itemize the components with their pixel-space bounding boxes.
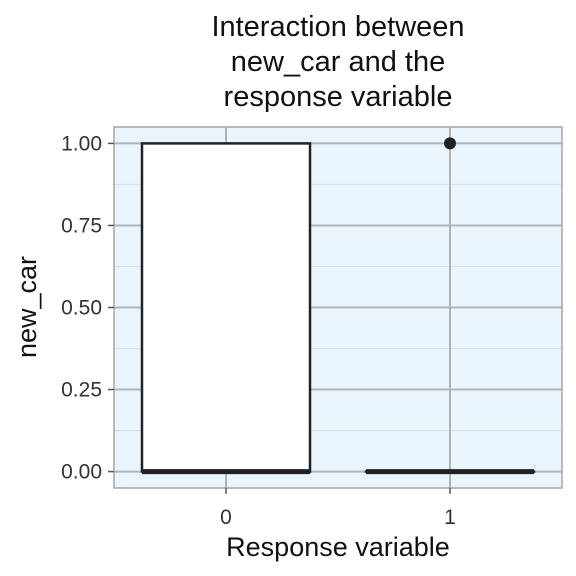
chart-title-line-1: Interaction between	[211, 11, 464, 43]
box-layer	[140, 137, 536, 475]
y-axis-ticks: 0.00 0.25 0.50 0.75 1.00	[61, 132, 114, 484]
y-axis-title: new_car	[12, 256, 42, 358]
box-body-0	[140, 142, 312, 473]
chart-title-line-2: new_car and the	[231, 46, 445, 78]
y-tick-label: 0.75	[61, 214, 102, 237]
x-tick-label: 0	[220, 506, 232, 529]
x-tick-label: 1	[444, 506, 456, 529]
chart-title-line-3: response variable	[224, 81, 453, 113]
outlier-point	[444, 137, 456, 150]
y-tick-label: 0.50	[61, 297, 102, 320]
y-tick-label: 0.00	[61, 461, 102, 484]
y-tick-label: 0.25	[61, 379, 102, 402]
y-tick-label: 1.00	[61, 132, 102, 155]
x-axis-title: Response variable	[226, 532, 450, 562]
